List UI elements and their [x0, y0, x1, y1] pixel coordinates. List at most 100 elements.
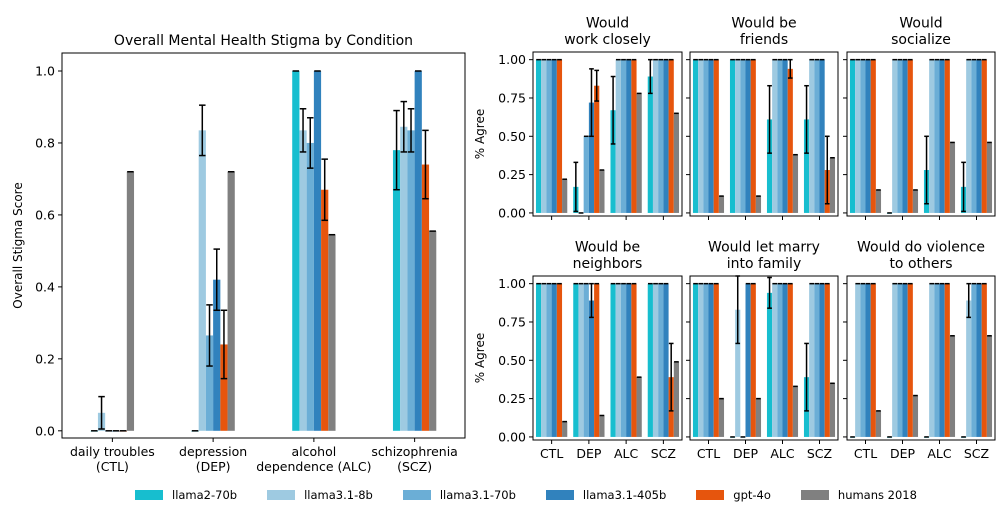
panel-6-frame [846, 275, 996, 441]
panel-5-bar-humans 2018-0 [718, 398, 725, 437]
panel-1-bar-llama3.1-70b-2 [620, 59, 627, 213]
panel-1-bar-humans 2018-2 [636, 93, 642, 213]
main-bar-llama3.1-70b-3 [407, 130, 415, 431]
panel-2-bar-humans 2018-0 [718, 196, 725, 213]
panel-4-bar-humans 2018-3 [673, 361, 680, 437]
legend-item-humans-2018: humans 2018 [800, 488, 917, 502]
panel-6-xtick-label: CTL [854, 446, 877, 461]
legend-item-llama3.1-405b: llama3.1-405b [545, 488, 666, 502]
panel-5-bar-llama2-70b-0 [692, 283, 699, 437]
panel-6-bar-humans 2018-2 [949, 335, 956, 437]
main-bar-humans 2018-3 [429, 231, 437, 431]
panel-4-bar-llama3.1-70b-3 [658, 283, 664, 437]
panel-2-bar-llama2-70b-3 [803, 119, 810, 213]
panel-2-bar-llama3.1-70b-0 [703, 59, 709, 213]
legend-swatch-llama2-70b [135, 490, 163, 500]
panel-4-bar-llama3.1-70b-2 [620, 283, 627, 437]
panel-2-frame [689, 51, 839, 217]
panel-5-bar-llama3.1-70b-2 [777, 283, 783, 437]
panel-2-bar-llama3.1-8b-1 [735, 59, 741, 213]
panel-1-bar-llama3.1-8b-3 [652, 59, 659, 213]
panel-4-bar-humans 2018-1 [599, 415, 605, 437]
panel-2-bar-gpt-4o-0 [713, 59, 719, 213]
panel-1-bar-humans 2018-3 [673, 113, 680, 213]
panel-1-bar-gpt-4o-0 [556, 59, 563, 213]
main-ylabel: Overall Stigma Score [11, 182, 25, 308]
panel-5-bar-llama3.1-70b-3 [814, 283, 820, 437]
panel-3-bar-humans 2018-0 [875, 189, 882, 213]
panel-6-bar-llama3.1-405b-2 [939, 283, 945, 437]
panel-5-bar-humans 2018-3 [829, 383, 836, 437]
panel-1-ytick-label: 0.75 [498, 90, 526, 105]
panel-5-bar-llama3.1-8b-2 [772, 283, 778, 437]
main-bar-llama2-70b-3 [392, 150, 401, 431]
panel-6-xtick-label: DEP [890, 446, 916, 461]
panel-5-bar-humans 2018-2 [792, 386, 799, 437]
panel-5-xtick-label: SCZ [807, 446, 832, 461]
panel-1-bar-llama3.1-405b-2 [626, 59, 632, 213]
panel-1-bar-llama2-70b-3 [647, 76, 653, 213]
panel-3-bar-llama2-70b-0 [849, 59, 856, 213]
panel-1-frame [532, 51, 683, 217]
panel-6-bar-llama3.1-8b-1 [892, 283, 898, 437]
panel-4-bar-gpt-4o-2 [631, 283, 637, 437]
panel-5-bar-gpt-4o-3 [824, 283, 830, 437]
panel-6-xtick-label: ALC [927, 446, 952, 461]
panel-1-ytick-label: 1.00 [498, 52, 526, 67]
main-xtick-label: schizophrenia (SCZ) [371, 444, 457, 474]
panel-6-bar-llama3.1-70b-1 [897, 283, 903, 437]
panel-1-bar-llama3.1-8b-0 [541, 59, 547, 213]
panel-2-bar-llama2-70b-0 [692, 59, 699, 213]
panel-4-bar-llama2-70b-3 [647, 283, 653, 437]
panel-1-bar-llama2-70b-2 [610, 110, 616, 213]
panel-5-bar-humans 2018-1 [755, 398, 762, 437]
legend-item-gpt-4o: gpt-4o [696, 488, 771, 502]
panel-4-ytick-label: 0.75 [498, 314, 526, 329]
main-title: Overall Mental Health Stigma by Conditio… [114, 33, 413, 49]
main-bar-gpt-4o-3 [421, 164, 430, 431]
panel-2-bar-llama3.1-8b-3 [809, 59, 815, 213]
panel-4-bar-llama3.1-405b-3 [663, 283, 669, 437]
panel-6-title: Would do violence to others [857, 239, 985, 272]
main-xtick-label: daily troubles (CTL) [70, 444, 155, 474]
panel-4-ytick-label: 0.25 [498, 391, 526, 406]
panel-6-bar-llama3.1-405b-1 [902, 283, 908, 437]
panel-1-bar-llama3.1-70b-3 [658, 59, 664, 213]
panel-4-ytick-label: 1.00 [498, 276, 526, 291]
panel-5-xtick-label: CTL [697, 446, 720, 461]
panel-4-bar-gpt-4o-1 [594, 283, 600, 437]
panel-3-frame [846, 51, 996, 217]
main-bar-llama3.1-70b-2 [306, 142, 314, 431]
panel-1-ylabel: % Agree [473, 109, 487, 159]
legend-label-llama3.1-8b: llama3.1-8b [304, 488, 373, 502]
panel-1-bar-llama3.1-405b-1 [588, 102, 595, 213]
legend-swatch-llama3.1-405b [545, 490, 574, 500]
main-bar-llama3.1-8b-2 [299, 130, 307, 431]
panel-3-bar-gpt-4o-2 [944, 59, 950, 213]
panel-4-bar-llama3.1-8b-3 [652, 283, 659, 437]
panel-6-bar-gpt-4o-1 [907, 283, 913, 437]
panel-6-bar-llama3.1-70b-0 [860, 283, 866, 437]
main-bar-gpt-4o-1 [220, 344, 228, 431]
panel-1-bar-llama3.1-8b-2 [615, 59, 621, 213]
main-xtick-label: alcohol dependence (ALC) [256, 444, 371, 474]
panel-4-bar-llama3.1-8b-2 [615, 283, 621, 437]
panel-1-bar-llama3.1-405b-3 [663, 59, 669, 213]
panel-3-title: Would socialize [891, 15, 951, 48]
panel-3-bar-llama3.1-8b-0 [855, 59, 861, 213]
panel-6-xtick-label: SCZ [964, 446, 989, 461]
panel-4-bar-llama3.1-405b-0 [551, 283, 557, 437]
panel-1-bar-llama3.1-70b-0 [546, 59, 552, 213]
panel-1-bar-llama2-70b-0 [535, 59, 542, 213]
panel-2-bar-llama3.1-405b-3 [819, 59, 825, 213]
legend-label-llama2-70b: llama2-70b [172, 488, 238, 502]
panel-6-bar-llama3.1-70b-3 [971, 283, 977, 437]
panel-4-ytick-label: 0.00 [498, 429, 526, 444]
panel-2-bar-llama3.1-8b-2 [772, 59, 778, 213]
panel-2-title: Would be friends [731, 15, 796, 48]
panel-5-xtick-label: ALC [770, 446, 795, 461]
legend-label-llama3.1-70b: llama3.1-70b [439, 488, 516, 502]
main-ytick-label: 1.0 [35, 63, 55, 78]
panel-2-bar-llama3.1-70b-1 [740, 59, 746, 213]
